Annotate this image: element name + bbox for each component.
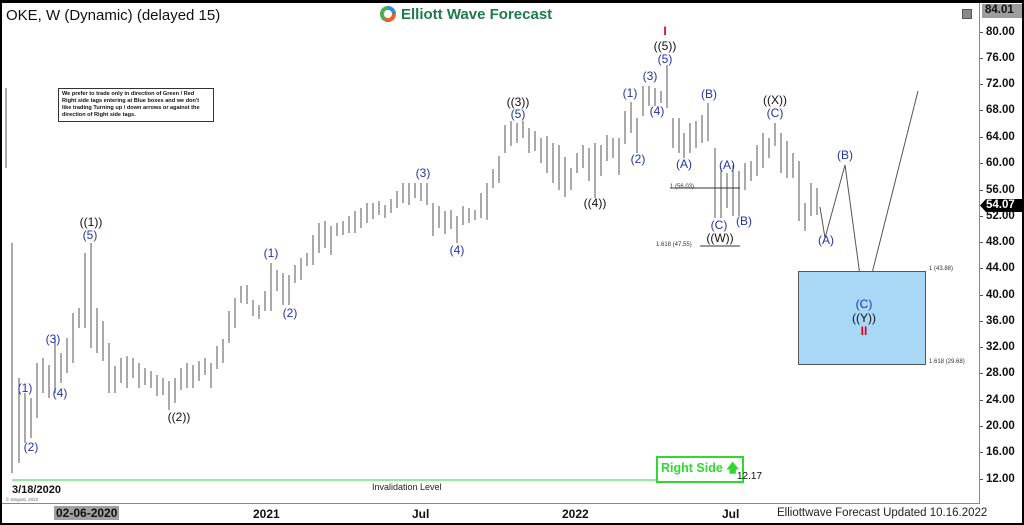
price-axis[interactable]: 84.01 80.00 76.00 72.00 68.00 64.00 60.0… <box>980 3 1022 503</box>
time-axis[interactable]: 02-06-2020 2021 Jul 2022 Jul Elliottwave… <box>2 504 1022 523</box>
wave-label: ((W)) <box>706 231 734 245</box>
blue-target-box <box>798 271 926 365</box>
wave-label: (4) <box>52 386 68 400</box>
y-tick: 72.00 <box>980 78 1015 90</box>
y-tick: 64.00 <box>980 131 1015 143</box>
wave-label: II <box>860 324 868 338</box>
updated-text: Elliottwave Forecast Updated 10.16.2022 <box>777 507 988 519</box>
right-side-tag: Right Side 🡅 <box>656 456 745 483</box>
chart-window: OKE, W (Dynamic) (delayed 15) Elliott Wa… <box>2 3 1022 523</box>
wave-label: (C) <box>855 297 873 311</box>
y-tick: 12.00 <box>980 473 1015 485</box>
wave-label: (C) <box>710 218 728 232</box>
y-tick: 16.00 <box>980 446 1015 458</box>
wave-label: (A) <box>818 233 834 247</box>
y-tick: 60.00 <box>980 157 1015 169</box>
trading-note: We prefer to trade only in direction of … <box>58 88 214 122</box>
wave-label: (1) <box>263 246 279 260</box>
fib-label-w-1: 1 (56.03) <box>670 184 695 190</box>
y-tick: 28.00 <box>980 367 1015 379</box>
x-tick: Jul <box>412 507 430 521</box>
fib-label-y-1: 1 (43.88) <box>929 266 954 272</box>
right-side-label: Right Side <box>661 461 723 475</box>
x-tick: 2022 <box>562 507 589 521</box>
y-tick: 32.00 <box>980 341 1015 353</box>
wave-label: (4) <box>649 104 665 118</box>
selected-date-badge: 02-06-2020 <box>54 506 120 520</box>
y-tick: 24.00 <box>980 394 1015 406</box>
last-price-badge: 54.07 <box>980 199 1022 212</box>
wave-label: (4) <box>449 243 465 257</box>
x-tick: Jul <box>722 507 740 521</box>
wave-label: (2) <box>23 440 39 454</box>
y-tick: 52.00 <box>980 210 1015 222</box>
wave-label: ((3)) <box>506 95 530 109</box>
wave-label: (5) <box>82 228 98 242</box>
wave-label: ((5)) <box>653 39 677 53</box>
wave-label: (B) <box>837 148 853 162</box>
chart-title: OKE, W (Dynamic) (delayed 15) <box>6 7 221 24</box>
wave-label: (B) <box>701 87 717 101</box>
y-tick: 44.00 <box>980 262 1015 274</box>
arrow-up-icon: 🡅 <box>726 461 740 475</box>
wave-label: (2) <box>282 306 298 320</box>
copyright-text: © eSignal, 2022 <box>6 497 39 502</box>
wave-label: (A) <box>676 157 692 171</box>
wave-label: I <box>663 24 667 38</box>
invalidation-value: 12.17 <box>737 471 763 482</box>
wave-label: (3) <box>45 332 61 346</box>
y-tick: 68.00 <box>980 104 1015 116</box>
wave-label: ((X)) <box>763 93 787 107</box>
y-tick: 48.00 <box>980 236 1015 248</box>
max-price-badge: 84.01 <box>982 4 1022 18</box>
wave-label: (A) <box>719 158 735 172</box>
wave-label: (1) <box>622 86 638 100</box>
wave-label: (2) <box>630 152 646 166</box>
wave-label: (5) <box>657 52 673 66</box>
wave-label: ((4)) <box>583 196 607 210</box>
wave-label: (1) <box>17 381 33 395</box>
wave-label: ((2)) <box>167 410 191 424</box>
y-tick: 56.00 <box>980 184 1015 196</box>
wave-label: (B) <box>736 214 752 228</box>
projection-path <box>819 90 919 306</box>
price-bars <box>5 65 919 481</box>
wave-label: (5) <box>510 107 526 121</box>
wave-label: ((Y)) <box>852 311 876 325</box>
wave-label: (3) <box>642 69 658 83</box>
x-tick: 2021 <box>253 507 280 521</box>
recycle-logo-icon <box>379 5 397 23</box>
fib-label-w-1618: 1.618 (47.55) <box>656 242 692 248</box>
start-date-label: 3/18/2020 <box>12 484 61 496</box>
y-tick: 20.00 <box>980 420 1015 432</box>
wave-label: (C) <box>766 106 784 120</box>
y-tick: 36.00 <box>980 315 1015 327</box>
brand-logo: Elliott Wave Forecast <box>379 5 552 23</box>
chart-plot-area[interactable]: OKE, W (Dynamic) (delayed 15) Elliott Wa… <box>2 3 980 504</box>
window-toggle-icon[interactable] <box>962 9 972 19</box>
brand-name: Elliott Wave Forecast <box>401 5 553 23</box>
y-tick: 76.00 <box>980 52 1015 64</box>
fib-label-y-1618: 1.618 (29.68) <box>929 359 965 365</box>
invalidation-label: Invalidation Level <box>372 482 442 492</box>
y-tick: 40.00 <box>980 289 1015 301</box>
wave-label: (3) <box>415 166 431 180</box>
y-tick: 80.00 <box>980 26 1015 38</box>
wave-label: ((1)) <box>79 215 103 229</box>
